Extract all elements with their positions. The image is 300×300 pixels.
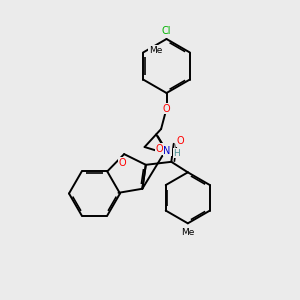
Text: H: H [173,148,180,158]
Text: Cl: Cl [162,26,171,36]
Text: O: O [119,158,127,167]
Text: O: O [163,103,170,114]
Text: Me: Me [181,228,194,237]
Text: O: O [156,144,164,154]
Text: Me: Me [149,46,162,55]
Text: O: O [176,136,184,146]
Text: N: N [164,146,171,156]
